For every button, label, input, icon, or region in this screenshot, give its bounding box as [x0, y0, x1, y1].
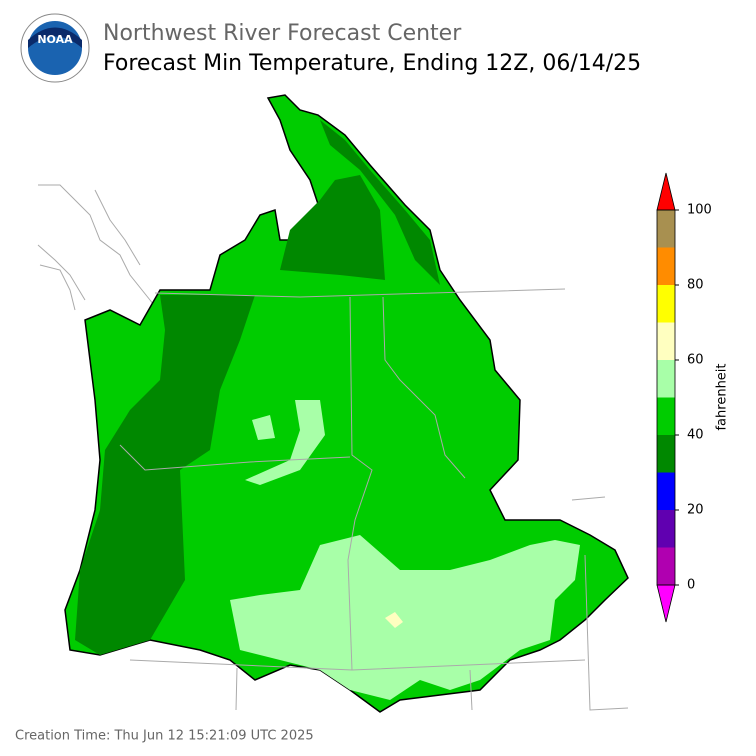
colorbar-over	[656, 172, 676, 211]
noaa-logo: NOAA	[20, 13, 90, 83]
colorbar-tick-label: 0	[687, 578, 695, 593]
organization: Northwest River Forecast Center	[103, 21, 462, 46]
colorbar-bin	[657, 360, 675, 398]
colorbar-tick-label: 20	[687, 503, 704, 518]
colorbar-bin	[657, 397, 675, 435]
colorbar-bin	[657, 247, 675, 285]
map-title: Forecast Min Temperature, Ending 12Z, 06…	[103, 51, 641, 76]
creation-time: Creation Time: Thu Jun 12 15:21:09 UTC 2…	[15, 729, 314, 744]
colorbar-tick-label: 100	[687, 203, 712, 218]
colorbar: 0 20 40 60 80 100	[656, 172, 712, 623]
region-30-40	[280, 175, 385, 280]
coastline	[37, 184, 166, 321]
region-30-40	[320, 120, 440, 285]
map	[37, 94, 629, 713]
logo-text: NOAA	[37, 33, 73, 46]
region-60-70	[385, 612, 403, 628]
region-50-60	[245, 400, 325, 485]
colorbar-bin	[657, 472, 675, 510]
colorbar-bin	[657, 322, 675, 360]
region-50-60	[230, 535, 580, 700]
colorbar-bin	[657, 510, 675, 548]
region-50-60	[252, 415, 275, 440]
colorbar-bin	[657, 547, 675, 585]
colorbar-bin	[657, 285, 675, 323]
colorbar-label: fahrenheit	[715, 363, 730, 430]
colorbar-bin	[657, 435, 675, 473]
region-30-40	[75, 295, 255, 655]
colorbar-tick-label: 60	[687, 353, 704, 368]
colorbar-tick-label: 80	[687, 278, 704, 293]
colorbar-tick-label: 40	[687, 428, 704, 443]
colorbar-frame	[656, 209, 676, 586]
state-lines	[119, 288, 629, 711]
colorbar-bin	[657, 210, 675, 248]
colorbar-under	[656, 584, 676, 623]
